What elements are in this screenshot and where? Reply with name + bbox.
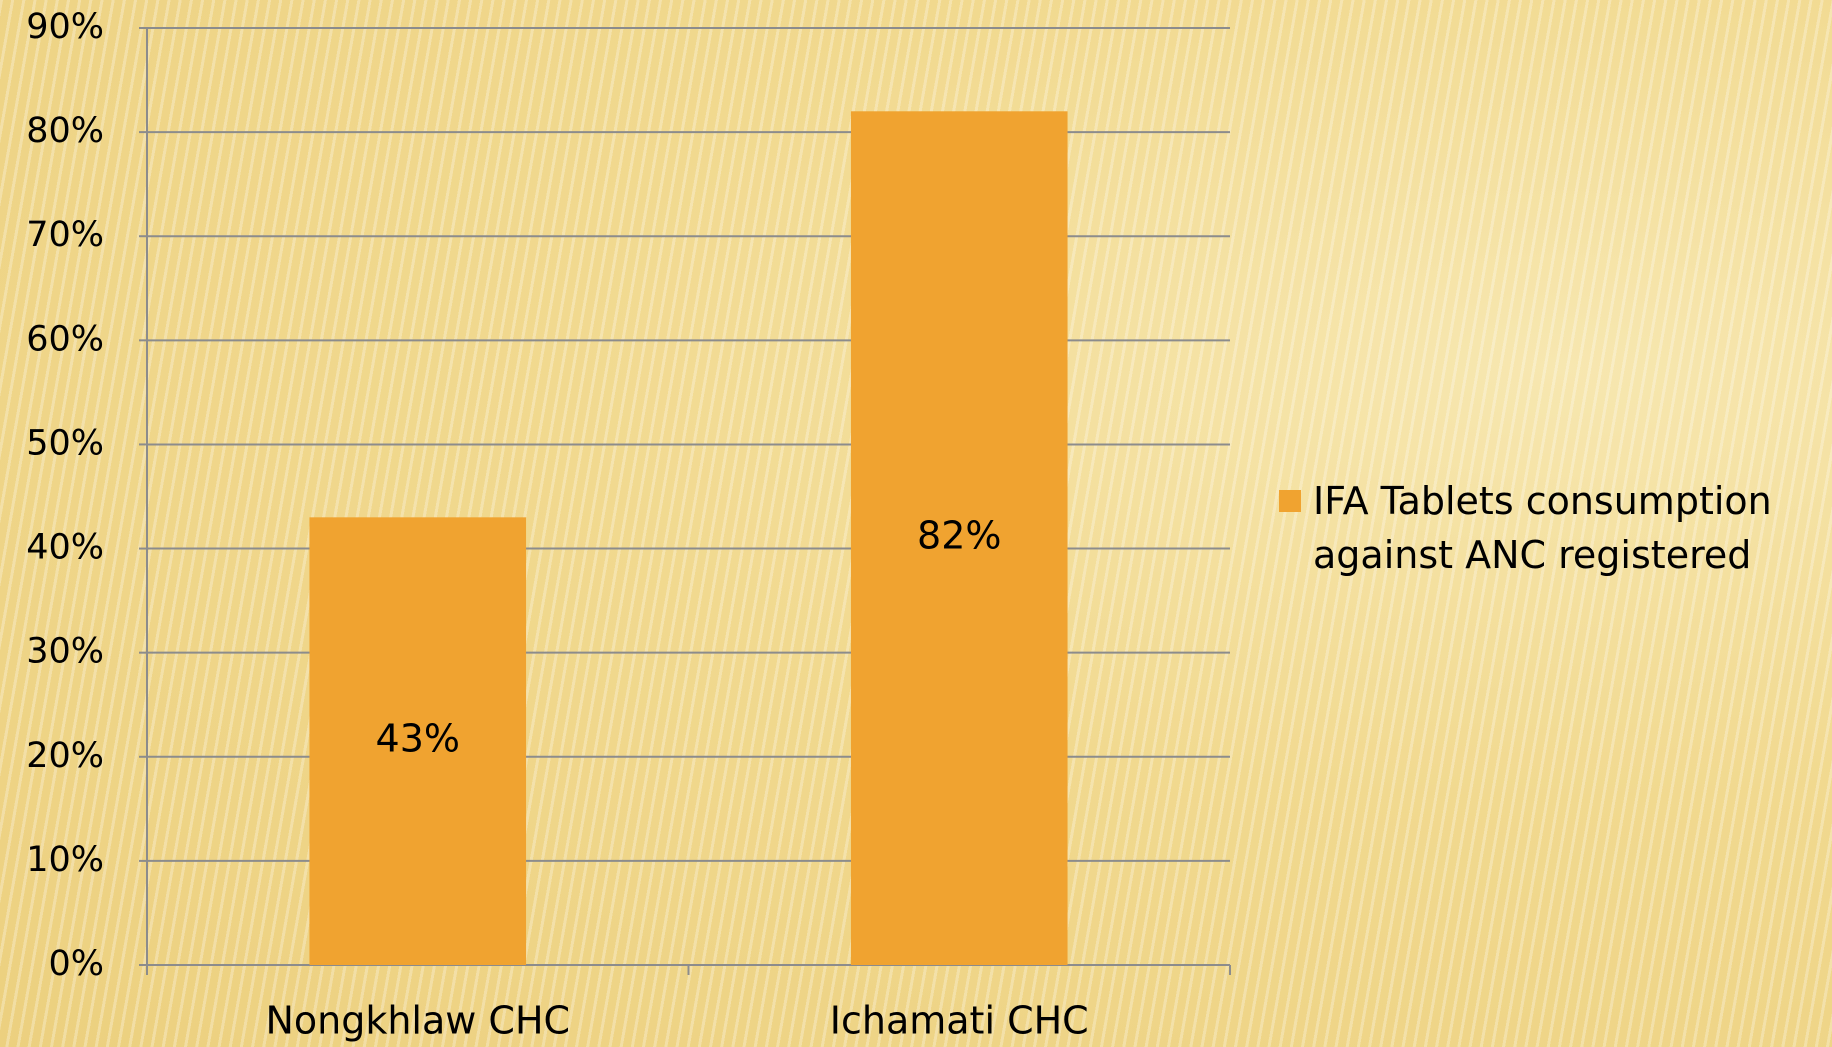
y-tick-label: 30% [26, 632, 104, 672]
bar [850, 111, 1068, 966]
bar [309, 517, 527, 965]
y-tick-label: 70% [26, 215, 104, 255]
x-tick-label: Ichamati CHC [830, 999, 1089, 1043]
y-tick-label: 50% [26, 423, 104, 463]
y-tick-label: 90% [26, 7, 104, 47]
y-tick-label: 80% [26, 111, 104, 151]
legend-swatch [1279, 490, 1301, 512]
y-tick-label: 40% [26, 528, 104, 568]
legend: IFA Tablets consumption against ANC regi… [1279, 474, 1819, 582]
y-tick-label: 0% [48, 944, 104, 984]
data-label: 43% [376, 717, 460, 761]
y-tick-label: 60% [26, 319, 104, 359]
x-tick-label: Nongkhlaw CHC [265, 999, 570, 1043]
y-tick-label: 20% [26, 736, 104, 776]
data-label: 82% [917, 514, 1001, 558]
legend-label: IFA Tablets consumption against ANC regi… [1313, 479, 1772, 577]
y-tick-label: 10% [26, 840, 104, 880]
